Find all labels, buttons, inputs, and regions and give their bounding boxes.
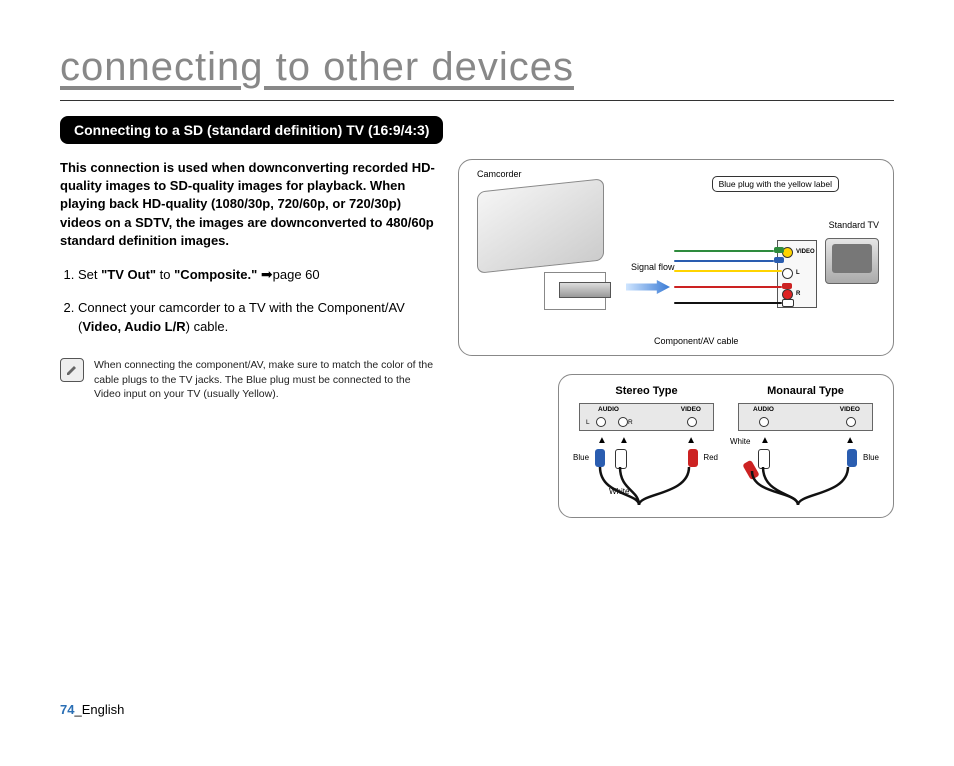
intro-text: This connection is used when downconvert… — [60, 159, 440, 250]
cable-wires — [674, 246, 784, 326]
rca-white-icon — [782, 299, 794, 307]
section-subtitle: Connecting to a SD (standard definition)… — [60, 116, 443, 144]
sub-diagram: Stereo Type AUDIO VIDEO L R ▲ ▲ — [558, 374, 894, 518]
lbl-red: Red — [703, 453, 718, 462]
step1-tvout: "TV Out" — [101, 267, 156, 282]
step1-mid: to — [156, 267, 174, 282]
jack-video-label: VIDEO — [796, 249, 815, 255]
step2-bold: Video, Audio L/R — [82, 319, 185, 334]
cable-label: Component/AV cable — [654, 336, 738, 346]
step-1: Set "TV Out" to "Composite." ➡page 60 — [78, 264, 440, 285]
standard-tv-label: Standard TV — [829, 220, 879, 230]
title-wrap: connecting to other devices — [60, 45, 894, 101]
hdmi-plug-shape — [559, 282, 611, 298]
callout-bubble: Blue plug with the yellow label — [712, 176, 839, 192]
audio-label: AUDIO — [598, 406, 619, 413]
video-label-m: VIDEO — [840, 406, 860, 413]
mono-title: Monaural Type — [730, 385, 881, 397]
page-num-sep: _ — [74, 702, 81, 717]
rca-blue-icon — [774, 257, 784, 263]
stereo-cable-icon — [579, 465, 709, 505]
rca-green-icon — [774, 247, 784, 253]
stereo-title: Stereo Type — [571, 385, 722, 397]
note-text: When connecting the component/AV, make s… — [94, 358, 440, 401]
lbl-blue-m: Blue — [863, 453, 879, 462]
main-diagram: Camcorder Blue plug with the yellow labe… — [458, 159, 894, 356]
right-column: Camcorder Blue plug with the yellow labe… — [458, 159, 894, 518]
sock-v-icon — [687, 417, 697, 427]
sock-a-icon — [759, 417, 769, 427]
step1-composite: "Composite." — [174, 267, 257, 282]
mono-plugs: ▲ ▲ White Blue — [738, 435, 873, 505]
mono-column: Monaural Type AUDIO VIDEO ▲ ▲ — [730, 385, 881, 505]
page-ref-arrow-icon: ➡ — [261, 264, 273, 284]
step1-ref: page 60 — [273, 267, 320, 282]
video-label: VIDEO — [681, 406, 701, 413]
page-num-value: 74 — [60, 702, 74, 717]
camcorder-label: Camcorder — [477, 169, 522, 179]
jack-l-label: L — [796, 270, 800, 276]
stereo-plugs: ▲ ▲ ▲ Blue Red White — [579, 435, 714, 505]
page-title: connecting to other devices — [60, 45, 894, 100]
camcorder-shape — [477, 178, 604, 273]
audio-label-m: AUDIO — [753, 406, 774, 413]
step2-post: ) cable. — [186, 319, 229, 334]
note-row: When connecting the component/AV, make s… — [60, 358, 440, 401]
steps-list: Set "TV Out" to "Composite." ➡page 60 Co… — [60, 264, 440, 337]
l-label: L — [586, 419, 590, 426]
lbl-blue: Blue — [573, 453, 589, 462]
step1-pre: Set — [78, 267, 101, 282]
wire-blue — [674, 260, 774, 262]
wire-red — [674, 286, 782, 288]
signal-flow-arrow-icon — [626, 280, 670, 294]
sock-v2-icon — [846, 417, 856, 427]
rca-red-icon — [782, 283, 792, 289]
page-number: 74_English — [60, 702, 124, 717]
jack-r-label: R — [796, 291, 800, 297]
tv-shape — [825, 238, 879, 284]
sock-r-icon — [618, 417, 628, 427]
lbl-white-m: White — [730, 437, 750, 446]
stereo-column: Stereo Type AUDIO VIDEO L R ▲ ▲ — [571, 385, 722, 505]
mono-panel: AUDIO VIDEO — [738, 403, 873, 431]
r-label: R — [628, 419, 633, 426]
mono-cable-icon — [738, 465, 868, 505]
note-icon — [60, 358, 84, 382]
stereo-panel: AUDIO VIDEO L R — [579, 403, 714, 431]
signal-flow-label: Signal flow — [631, 262, 675, 272]
step-2: Connect your camcorder to a TV with the … — [78, 299, 440, 337]
left-column: This connection is used when downconvert… — [60, 159, 440, 518]
page-lang: English — [82, 702, 125, 717]
wire-black — [674, 302, 782, 304]
wire-yellow — [674, 270, 782, 272]
wire-green — [674, 250, 774, 252]
sock-l-icon — [596, 417, 606, 427]
